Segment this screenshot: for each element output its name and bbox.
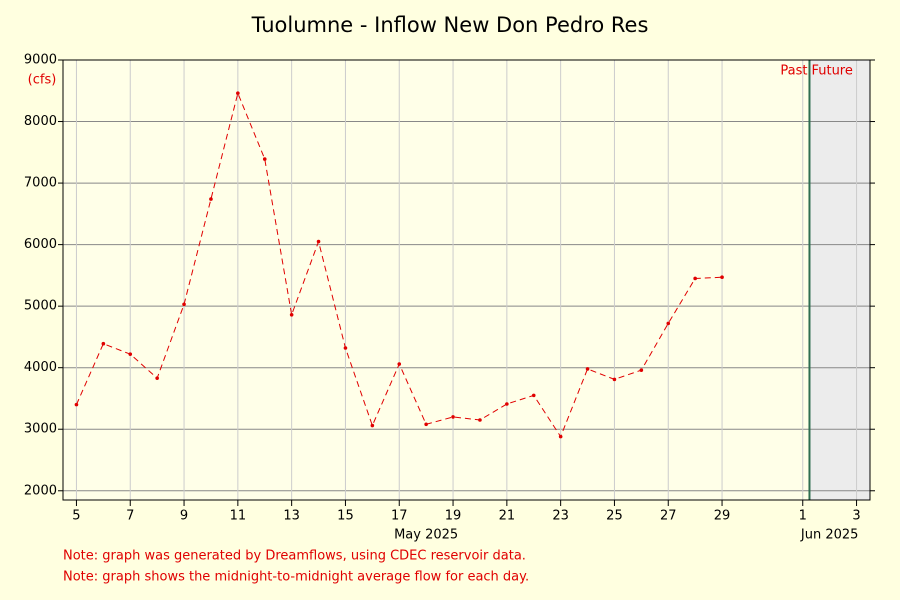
y-tick-label: 7000	[24, 176, 57, 191]
data-point	[639, 368, 644, 372]
future-label: Future	[811, 64, 852, 79]
data-point	[101, 341, 106, 346]
x-tick-label: 13	[283, 509, 300, 524]
data-point	[343, 346, 348, 350]
x-tick-label: 19	[445, 509, 462, 524]
data-point	[612, 377, 617, 382]
x-tick-label: 1	[799, 509, 807, 524]
data-point	[558, 434, 563, 439]
x-tick-label: 29	[714, 509, 731, 524]
y-tick-label: 9000	[24, 53, 57, 68]
y-axis-label: (cfs)	[28, 73, 57, 88]
note: Note: graph was generated by Dreamflows,…	[63, 549, 526, 564]
data-point	[289, 312, 294, 317]
data-point	[424, 422, 428, 427]
x-tick-label: 27	[660, 509, 677, 524]
data-point	[155, 376, 159, 380]
data-point	[720, 275, 724, 280]
x-tick-label: 3	[852, 509, 860, 524]
data-point	[451, 415, 455, 419]
x-tick-label: 23	[552, 509, 569, 524]
x-tick-label: 17	[391, 509, 408, 524]
data-point	[128, 352, 133, 356]
data-point	[397, 362, 402, 366]
x-tick-label: 11	[230, 509, 247, 524]
x-tick-label: 9	[180, 509, 188, 524]
data-point	[74, 402, 79, 407]
month-label: May 2025	[394, 528, 458, 543]
y-tick-label: 3000	[24, 422, 57, 437]
data-point	[316, 239, 321, 244]
data-point	[370, 423, 375, 428]
x-tick-label: 5	[72, 509, 80, 524]
data-point	[666, 321, 671, 326]
data-point	[209, 197, 213, 201]
y-tick-label: 5000	[24, 299, 57, 314]
y-tick-label: 8000	[24, 114, 57, 129]
y-tick-label: 6000	[24, 237, 57, 252]
note: Note: graph shows the midnight-to-midnig…	[63, 570, 529, 585]
y-tick-label: 2000	[24, 483, 57, 498]
data-point	[262, 157, 267, 161]
data-point	[585, 367, 590, 371]
plot-frame	[62, 59, 871, 501]
y-tick-label: 4000	[24, 360, 57, 375]
x-tick-label: 25	[606, 509, 623, 524]
past-label: Past	[780, 64, 807, 79]
future-region	[809, 60, 870, 500]
data-point	[531, 393, 536, 398]
plot-area	[63, 60, 870, 500]
x-tick-label: 21	[499, 509, 516, 524]
data-point	[505, 402, 509, 406]
x-tick-label: 7	[126, 509, 134, 524]
data-point	[693, 276, 697, 281]
data-point	[236, 91, 240, 96]
chart-title: Tuolumne - Inflow New Don Pedro Res	[251, 13, 649, 37]
x-tick-label: 15	[337, 509, 354, 524]
data-point	[182, 302, 186, 307]
data-point	[478, 418, 482, 422]
month-label: Jun 2025	[800, 528, 859, 543]
